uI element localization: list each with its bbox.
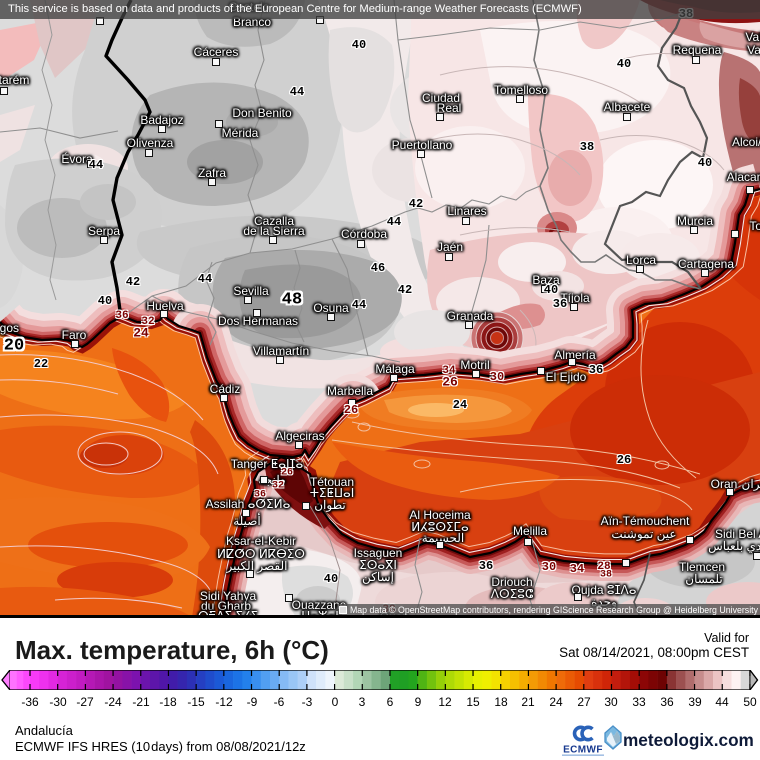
svg-text:ECMWF: ECMWF xyxy=(563,745,603,756)
svg-text:meteologix.com: meteologix.com xyxy=(623,730,754,750)
